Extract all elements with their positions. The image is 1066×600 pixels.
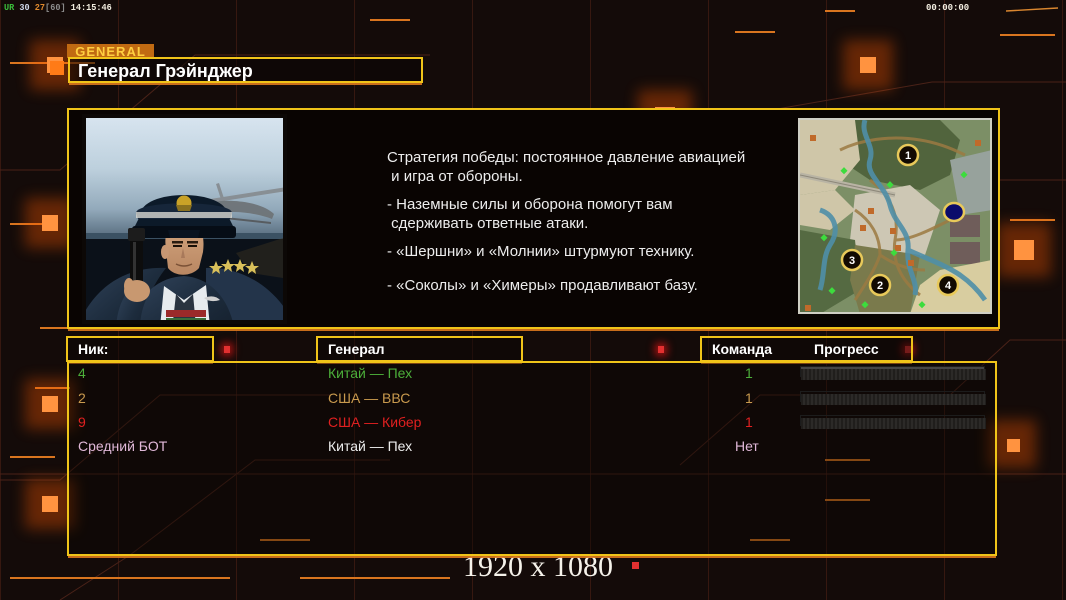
- svg-text:1: 1: [905, 150, 911, 162]
- svg-text:4: 4: [945, 280, 952, 292]
- svg-text:2: 2: [877, 280, 883, 292]
- svg-text:3: 3: [849, 255, 855, 267]
